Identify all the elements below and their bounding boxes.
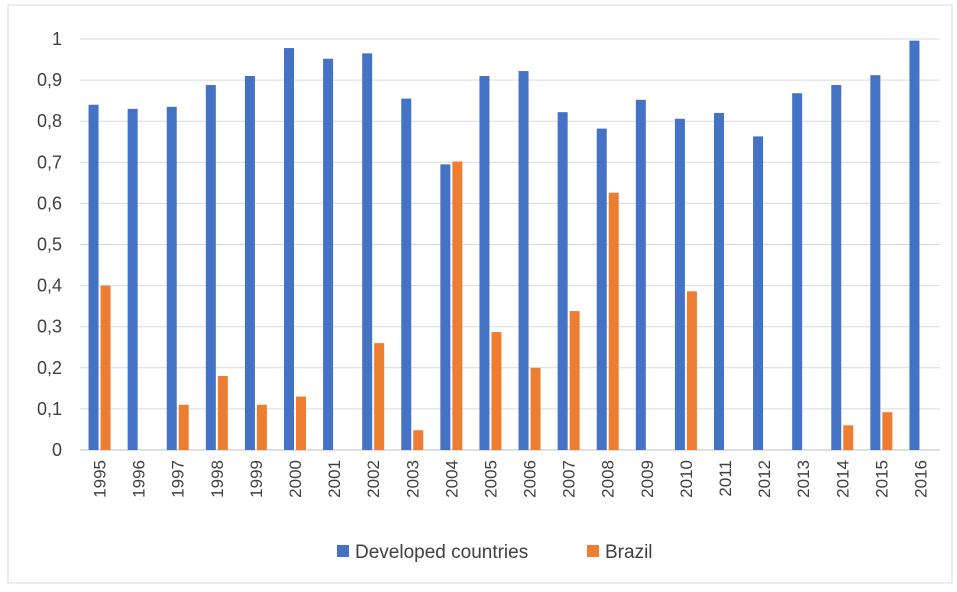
bar-brazil-2008	[608, 192, 619, 451]
bar-brazil-2003	[413, 430, 424, 450]
y-tick-label: 0,2	[37, 358, 62, 378]
x-tick-label: 2014	[833, 460, 852, 498]
bar-brazil-1999	[256, 404, 267, 450]
bar-developed-countries-1999	[244, 75, 255, 451]
x-tick-label: 2005	[481, 460, 500, 498]
bar-brazil-2005	[491, 332, 502, 450]
legend-swatch-brazil	[587, 545, 599, 557]
bar-developed-countries-2016	[909, 40, 920, 450]
bar-brazil-2010	[686, 291, 697, 450]
bar-developed-countries-1997	[166, 106, 177, 450]
bar-developed-countries-2005	[479, 75, 490, 451]
bar-developed-countries-2008	[596, 128, 607, 450]
bar-developed-countries-2006	[518, 71, 529, 451]
bar-developed-countries-2014	[831, 85, 842, 451]
y-tick-label: 0,3	[37, 317, 62, 337]
bar-developed-countries-2002	[362, 53, 373, 450]
bar-brazil-2006	[530, 367, 541, 450]
bar-brazil-2004	[452, 161, 463, 450]
bar-developed-countries-2001	[323, 58, 334, 451]
x-tick-label: 2012	[755, 460, 774, 498]
x-tick-label: 2011	[716, 460, 735, 497]
bar-brazil-2015	[882, 412, 893, 450]
bar-developed-countries-2013	[792, 93, 803, 450]
y-tick-label: 0,9	[37, 70, 62, 90]
bar-developed-countries-2004	[440, 164, 451, 451]
x-tick-label: 2000	[286, 460, 305, 498]
y-tick-label: 0,6	[37, 193, 62, 213]
bar-brazil-1998	[217, 376, 228, 450]
x-tick-label: 2009	[638, 460, 657, 498]
x-tick-label: 2003	[403, 460, 422, 498]
y-tick-label: 0,7	[37, 152, 62, 172]
x-tick-label: 2004	[442, 460, 461, 498]
x-tick-label: 1998	[208, 460, 227, 498]
x-tick-label: 1995	[91, 460, 110, 498]
y-tick-label: 1	[52, 29, 62, 49]
x-tick-label: 1999	[247, 460, 266, 498]
bar-brazil-2002	[374, 343, 385, 450]
bar-developed-countries-2007	[557, 112, 568, 451]
x-tick-label: 2013	[794, 460, 813, 498]
bar-brazil-2000	[296, 396, 306, 450]
x-tick-label: 2002	[364, 460, 383, 498]
bar-developed-countries-2010	[674, 118, 685, 450]
y-tick-label: 0,8	[37, 111, 62, 131]
bar-developed-countries-1996	[127, 108, 138, 451]
x-axis-ticks: 1995 1996 1997 1998 1999 2000 2001 2002 2003 2004…	[91, 460, 931, 498]
x-tick-label: 1997	[169, 460, 188, 498]
x-tick-label: 2010	[677, 460, 696, 498]
bar-developed-countries-2012	[753, 136, 764, 451]
bars	[88, 40, 920, 451]
x-tick-label: 2007	[560, 460, 579, 498]
bar-brazil-1995	[100, 285, 111, 450]
y-axis-ticks: 0 0,1 0,2 0,3 0,4 0,5 0,6 0,7 0,8 0,9 1	[37, 29, 62, 460]
bar-developed-countries-2009	[635, 99, 646, 450]
bar-developed-countries-1998	[205, 85, 216, 451]
bar-brazil-1997	[178, 404, 189, 450]
bar-developed-countries-1995	[88, 104, 99, 450]
bar-developed-countries-2003	[401, 98, 412, 450]
y-tick-label: 0,5	[37, 235, 62, 255]
y-tick-label: 0	[52, 440, 62, 460]
legend-label-brazil: Brazil	[605, 542, 653, 563]
x-tick-label: 2016	[911, 460, 930, 498]
x-tick-label: 2001	[325, 460, 344, 498]
legend: Developed countries Brazil	[337, 542, 653, 563]
y-tick-label: 0,1	[37, 399, 62, 419]
y-tick-label: 0,4	[37, 276, 62, 296]
bar-developed-countries-2000	[284, 48, 294, 451]
x-tick-label: 1996	[130, 460, 149, 498]
x-tick-label: 2008	[599, 460, 618, 498]
bar-developed-countries-2011	[714, 112, 724, 450]
bar-brazil-2014	[843, 425, 854, 450]
bar-developed-countries-2015	[870, 75, 881, 450]
x-tick-label: 2015	[872, 460, 891, 498]
legend-label-developed-countries: Developed countries	[355, 542, 528, 563]
bar-brazil-2007	[569, 311, 580, 450]
x-tick-label: 2006	[521, 460, 540, 498]
legend-swatch-developed-countries	[337, 545, 349, 557]
